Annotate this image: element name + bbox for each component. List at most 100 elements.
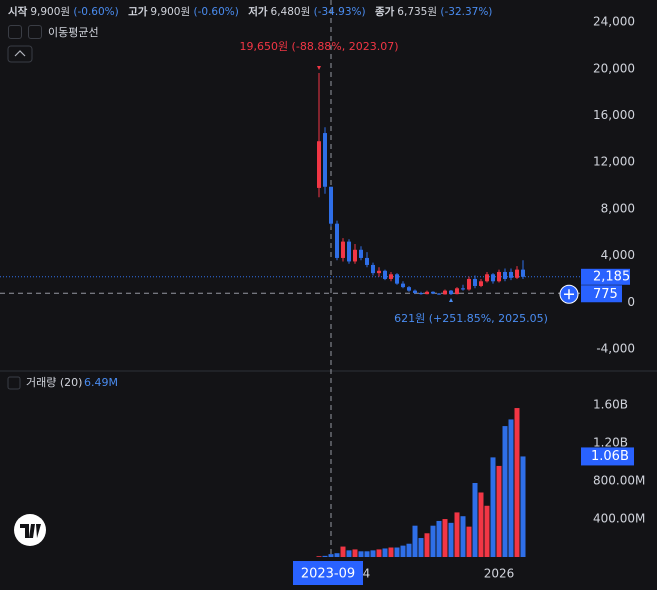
y-tick-label: 0 <box>627 295 635 309</box>
y-tick-label: 4,000 <box>601 248 635 262</box>
candle-body <box>461 288 465 290</box>
volume-value: 6.49M <box>84 376 118 389</box>
legend-change: (-0.60%) <box>193 6 239 18</box>
legend-label: 시작 <box>8 6 28 18</box>
y-tick-label: 24,000 <box>593 15 635 29</box>
candle-body <box>515 269 519 278</box>
volume-bar <box>400 545 406 557</box>
candle-body <box>359 249 363 258</box>
y-tick-label: 1.20B <box>593 436 628 450</box>
collapse-button[interactable] <box>7 45 33 63</box>
collapse-icon <box>14 50 26 57</box>
volume-bar <box>436 520 442 557</box>
annotation-marker <box>317 65 321 70</box>
crosshair-price-box <box>581 285 622 303</box>
remove-button[interactable] <box>28 25 42 39</box>
volume-bar <box>490 457 496 557</box>
volume-bar <box>484 505 490 557</box>
legend-label: 고가 <box>128 6 148 18</box>
legend-value: 6,735원 <box>397 6 438 18</box>
candle-body <box>479 281 483 286</box>
candle-body <box>347 241 351 262</box>
candle-body <box>395 274 399 284</box>
add-icon <box>564 289 574 300</box>
indicator-row: 이동평균선 <box>8 24 99 40</box>
candle-body <box>455 288 459 295</box>
y-tick-label: 8,000 <box>601 201 635 215</box>
volume-bar <box>448 522 454 557</box>
y-tick-label: -4,000 <box>596 341 635 355</box>
last-price-box <box>581 268 630 285</box>
volume-bar <box>394 547 400 557</box>
volume-bar <box>424 533 430 557</box>
candle-body <box>365 257 369 265</box>
volume-bar <box>514 408 520 557</box>
candle-body <box>509 271 513 278</box>
candle-body <box>335 223 339 258</box>
volume-bar <box>472 483 478 557</box>
volume-bar <box>430 525 436 557</box>
annotation: 19,650원 (-88.88%, 2023.07) <box>239 40 398 53</box>
volume-bar <box>442 519 448 557</box>
volume-bar <box>346 550 352 557</box>
candle-body <box>467 278 471 290</box>
legend-value: 9,900원 <box>150 6 191 18</box>
volume-bar <box>358 551 364 557</box>
volume-bar <box>352 549 358 557</box>
indicator-name: 이동평균선 <box>48 26 99 39</box>
candle-body <box>383 270 387 279</box>
annotation-marker <box>449 298 453 303</box>
legend-label: 저가 <box>248 6 268 18</box>
candle-body <box>407 287 411 291</box>
candle-body <box>521 269 525 277</box>
candle-body <box>389 274 393 279</box>
logo-glyph <box>20 524 41 538</box>
y-tick-label: 800.00M <box>593 474 645 488</box>
volume-bar <box>520 456 526 557</box>
legend-change: (-32.37%) <box>440 6 493 18</box>
candle-body <box>401 283 405 288</box>
volume-bar <box>466 526 472 557</box>
eye-button[interactable] <box>7 376 21 390</box>
last-price-label: 2,185 <box>593 269 630 284</box>
x-tick-label: 2026 <box>484 567 515 581</box>
candle-body <box>449 290 453 295</box>
legend-change: (-0.60%) <box>73 6 119 18</box>
candle-body <box>419 292 423 295</box>
volume-bar <box>478 492 484 557</box>
volume-bar <box>382 548 388 557</box>
volume-bar <box>406 543 412 557</box>
candle-body <box>329 186 333 224</box>
volume-bar <box>412 525 418 557</box>
crosshair-price-label: 775 <box>593 287 618 302</box>
legend-change: (-34.93%) <box>313 6 366 18</box>
legend-value: 9,900원 <box>30 6 71 18</box>
candle-body <box>323 133 327 187</box>
y-tick-label: 400.00M <box>593 512 645 526</box>
volume-bar <box>328 554 334 557</box>
last-volume-label: 1.06B <box>591 449 629 464</box>
candle-body <box>317 141 321 188</box>
volume-bar <box>316 556 322 557</box>
y-tick-label: 12,000 <box>593 155 635 169</box>
annotation: 621원 (+251.85%, 2025.05) <box>394 312 548 325</box>
candle-body <box>425 291 429 295</box>
visibility-toggle[interactable] <box>8 25 22 39</box>
ohlc-legend: 시작 9,900원 (-0.60%) 고가 9,900원 (-0.60%) 저가 6,… <box>8 4 498 19</box>
crosshair-x-box <box>293 561 363 585</box>
volume-bar <box>454 512 460 557</box>
y-tick-label: 1.60B <box>593 398 628 412</box>
volume-bar <box>340 546 346 557</box>
candle-body <box>485 274 489 282</box>
volume-bar <box>508 419 514 557</box>
volume-bar <box>460 516 466 557</box>
volume-bar <box>496 465 502 557</box>
volume-bar <box>370 550 376 557</box>
y-tick-label: 16,000 <box>593 108 635 122</box>
candle-body <box>503 271 507 279</box>
candle-body <box>497 271 501 282</box>
volume-bar <box>334 553 340 557</box>
volume-bar <box>322 555 328 557</box>
